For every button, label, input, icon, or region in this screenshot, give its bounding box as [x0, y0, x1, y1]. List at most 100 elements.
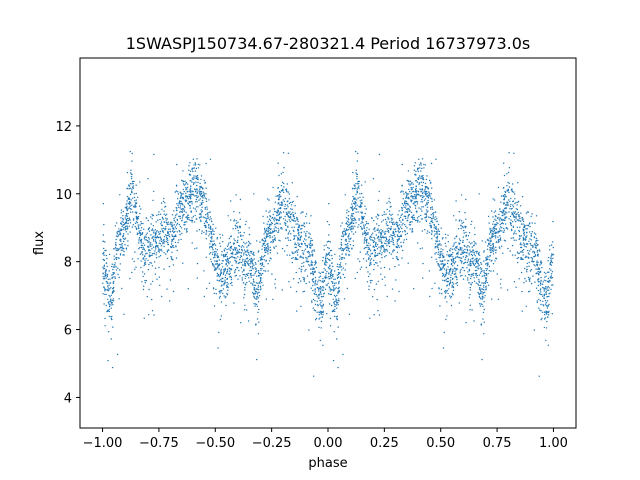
data-point	[397, 230, 399, 232]
data-point	[329, 290, 331, 292]
data-point	[117, 248, 120, 250]
data-point	[148, 314, 150, 316]
data-point	[266, 230, 268, 232]
data-point	[218, 263, 221, 265]
data-point	[212, 263, 214, 265]
data-point	[415, 194, 417, 196]
data-point	[346, 225, 349, 228]
data-point	[195, 198, 197, 201]
data-point	[510, 203, 512, 206]
data-point	[287, 211, 289, 213]
data-point	[180, 192, 182, 194]
data-point	[217, 264, 219, 267]
data-point	[171, 234, 173, 236]
data-point	[127, 212, 129, 215]
data-point	[219, 292, 221, 294]
data-point	[348, 210, 350, 213]
data-point	[181, 179, 183, 182]
data-point	[481, 268, 483, 270]
data-point	[388, 252, 391, 254]
data-point	[321, 305, 323, 307]
data-point	[483, 271, 485, 273]
data-point	[191, 221, 193, 223]
data-point	[407, 197, 409, 199]
data-point	[297, 232, 299, 235]
data-point	[539, 284, 542, 286]
data-point	[513, 233, 515, 235]
data-point	[452, 289, 455, 291]
data-point	[540, 319, 542, 321]
data-point	[381, 245, 384, 248]
data-point	[364, 224, 367, 226]
data-point	[422, 262, 424, 265]
data-point	[163, 197, 165, 200]
data-point	[233, 219, 236, 221]
data-point	[203, 192, 205, 194]
data-point	[481, 240, 483, 242]
data-point	[372, 241, 375, 244]
data-point	[260, 269, 262, 272]
data-point	[295, 223, 297, 225]
data-point	[352, 215, 354, 217]
data-point	[141, 281, 143, 283]
data-point	[469, 274, 471, 276]
data-point	[179, 234, 181, 236]
data-point	[124, 238, 126, 240]
data-point	[147, 259, 149, 262]
data-point	[529, 277, 531, 279]
data-point	[224, 268, 226, 271]
data-point	[131, 160, 133, 162]
data-point	[369, 262, 371, 264]
data-point	[116, 247, 118, 250]
data-point	[499, 230, 501, 232]
data-point	[459, 272, 461, 274]
data-point	[514, 254, 516, 256]
data-point	[268, 227, 270, 230]
data-point	[311, 244, 314, 246]
data-point	[535, 233, 537, 235]
data-point	[134, 268, 136, 270]
data-point	[393, 234, 396, 236]
data-point	[340, 242, 342, 244]
data-point	[326, 284, 329, 286]
data-point	[513, 191, 515, 193]
data-point	[274, 217, 276, 219]
data-point	[140, 229, 142, 232]
data-point	[123, 250, 125, 253]
data-point	[253, 293, 255, 296]
data-point	[432, 221, 434, 224]
data-point	[175, 227, 177, 230]
data-point	[302, 252, 304, 254]
data-point	[509, 250, 511, 252]
data-point	[154, 273, 156, 275]
data-point	[176, 222, 179, 225]
data-point	[292, 220, 295, 222]
data-point	[140, 238, 142, 241]
data-point	[416, 203, 419, 205]
data-point	[251, 267, 254, 269]
data-point	[239, 256, 241, 259]
data-point	[183, 205, 185, 207]
data-point	[299, 236, 301, 238]
data-point	[337, 263, 339, 265]
data-point	[431, 200, 433, 203]
data-point	[451, 292, 454, 295]
data-point	[310, 239, 312, 242]
data-point	[482, 305, 484, 307]
data-point	[464, 245, 466, 247]
data-point	[227, 258, 229, 260]
data-point	[431, 256, 433, 258]
data-point	[287, 233, 289, 235]
data-point	[402, 219, 404, 221]
data-point	[282, 199, 284, 201]
data-point	[456, 276, 458, 279]
data-point	[507, 171, 510, 174]
data-point	[417, 242, 419, 244]
data-point	[346, 223, 348, 225]
data-point	[284, 250, 286, 252]
data-point	[450, 255, 452, 257]
data-point	[226, 256, 228, 258]
data-point	[547, 314, 550, 316]
data-point	[110, 287, 112, 289]
data-point	[243, 309, 246, 311]
